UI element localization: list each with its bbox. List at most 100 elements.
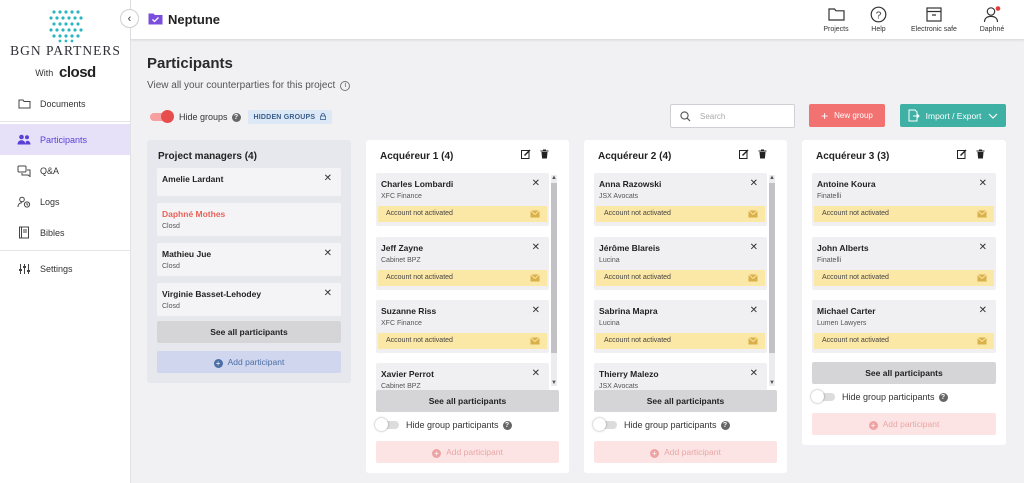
safe-icon — [906, 4, 962, 24]
status-text: Account not activated — [604, 337, 671, 344]
projects-button[interactable]: Projects — [821, 4, 851, 33]
envelope-icon[interactable] — [977, 274, 987, 282]
remove-member-icon[interactable]: ✕ — [978, 242, 987, 253]
scrollbar[interactable]: ▲ ▼ — [551, 175, 557, 386]
hide-groups-toggle[interactable] — [150, 110, 174, 123]
question-icon[interactable]: ? — [938, 392, 948, 402]
trash-icon[interactable] — [976, 149, 985, 162]
electronic-safe-button[interactable]: Electronic safe — [906, 4, 962, 33]
envelope-icon[interactable] — [530, 210, 540, 218]
see-all-participants-button[interactable]: See all participants — [812, 362, 996, 384]
add-participant-label: Add participant — [227, 357, 285, 367]
trash-icon[interactable] — [758, 149, 767, 162]
add-participant-button[interactable]: + Add participant — [594, 441, 777, 463]
sidebar-item-settings[interactable]: Settings — [0, 253, 130, 284]
hide-groups-control: Hide groups ? HIDDEN GROUPS — [150, 110, 333, 124]
chevron-left-icon: ‹ — [127, 12, 132, 25]
remove-member-icon[interactable]: ✕ — [531, 242, 540, 253]
group-project-managers: Project managers (4) Amelie Lardant ✕ Da… — [147, 140, 351, 383]
member-card: Suzanne Riss XFC Finance ✕ Account not a… — [376, 300, 549, 353]
remove-member-icon[interactable]: ✕ — [531, 305, 540, 316]
envelope-icon[interactable] — [748, 337, 758, 345]
search-input[interactable]: Search — [670, 104, 795, 128]
add-participant-button[interactable]: + Add participant — [812, 413, 996, 435]
remove-member-icon[interactable]: ✕ — [323, 173, 332, 184]
see-all-participants-button[interactable]: See all participants — [594, 390, 777, 412]
member-name: Xavier Perrot — [381, 369, 434, 379]
hidden-groups-label: HIDDEN GROUPS — [253, 114, 316, 121]
remove-member-icon[interactable]: ✕ — [978, 178, 987, 189]
scroll-up-icon[interactable]: ▲ — [551, 175, 557, 181]
sidebar-item-documents[interactable]: Documents — [0, 88, 130, 119]
import-export-button[interactable]: Import / Export — [900, 104, 1006, 127]
user-menu-button[interactable]: Daphné — [974, 4, 1010, 33]
hide-group-participants-toggle[interactable] — [375, 418, 399, 431]
status-text: Account not activated — [822, 210, 889, 217]
add-participant-button[interactable]: + Add participant — [376, 441, 559, 463]
member-name: Charles Lombardi — [381, 179, 454, 189]
new-group-button[interactable]: + New group — [809, 104, 885, 127]
question-icon[interactable]: ? — [720, 420, 730, 430]
collapse-sidebar-button[interactable]: ‹ — [120, 9, 139, 28]
status-text: Account not activated — [604, 274, 671, 281]
remove-member-icon[interactable]: ✕ — [531, 368, 540, 379]
member-card: John Alberts Finatelli ✕ Account not act… — [812, 237, 996, 290]
envelope-icon[interactable] — [748, 210, 758, 218]
hide-group-participants-toggle[interactable] — [811, 390, 835, 403]
page-subtitle: View all your counterparties for this pr… — [147, 80, 351, 91]
book-icon — [17, 226, 31, 240]
project-name: Neptune — [168, 12, 220, 27]
info-icon[interactable]: i — [340, 80, 351, 91]
envelope-icon[interactable] — [530, 274, 540, 282]
envelope-icon[interactable] — [977, 210, 987, 218]
sidebar-item-bibles[interactable]: Bibles — [0, 217, 130, 248]
scrollbar-thumb[interactable] — [551, 183, 557, 353]
help-button[interactable]: ? Help — [866, 4, 891, 33]
status-banner: Account not activated — [378, 270, 547, 286]
add-participant-button[interactable]: + Add participant — [157, 351, 341, 373]
add-participant-label: Add participant — [882, 419, 940, 429]
search-icon — [680, 110, 691, 122]
question-icon[interactable]: ? — [502, 420, 512, 430]
sidebar-nav: Documents Participants Q&A Logs Bibles S… — [0, 88, 130, 284]
remove-member-icon[interactable]: ✕ — [531, 178, 540, 189]
edit-icon[interactable] — [739, 149, 749, 162]
member-company: JSX Avocats — [599, 193, 639, 200]
edit-icon[interactable] — [521, 149, 531, 162]
question-icon[interactable]: ? — [231, 112, 241, 122]
remove-member-icon[interactable]: ✕ — [749, 178, 758, 189]
member-card: Jérôme Blareis Lucina ✕ Account not acti… — [594, 237, 767, 290]
scrollbar[interactable]: ▲ ▼ — [769, 175, 775, 386]
remove-member-icon[interactable]: ✕ — [749, 305, 758, 316]
remove-member-icon[interactable]: ✕ — [323, 288, 332, 299]
remove-member-icon[interactable]: ✕ — [749, 242, 758, 253]
member-name: Sabrina Mapra — [599, 306, 658, 316]
see-all-participants-button[interactable]: See all participants — [376, 390, 559, 412]
envelope-icon[interactable] — [530, 337, 540, 345]
scroll-down-icon[interactable]: ▼ — [551, 380, 557, 386]
member-name: Virginie Basset-Lehodey — [162, 289, 262, 299]
scrollbar-thumb[interactable] — [769, 183, 775, 353]
member-company: Finatelli — [817, 257, 842, 264]
scroll-up-icon[interactable]: ▲ — [769, 175, 775, 181]
hide-group-participants-toggle[interactable] — [593, 418, 617, 431]
remove-member-icon[interactable]: ✕ — [749, 368, 758, 379]
group-actions — [739, 149, 767, 162]
see-all-participants-button[interactable]: See all participants — [157, 321, 341, 343]
scroll-down-icon[interactable]: ▼ — [769, 380, 775, 386]
sidebar-item-qa[interactable]: Q&A — [0, 155, 130, 186]
member-card: Amelie Lardant ✕ — [157, 168, 341, 196]
sidebar-item-label: Bibles — [40, 227, 65, 238]
trash-icon[interactable] — [540, 149, 549, 162]
remove-member-icon[interactable]: ✕ — [978, 305, 987, 316]
edit-icon[interactable] — [957, 149, 967, 162]
envelope-icon[interactable] — [977, 337, 987, 345]
hidden-groups-badge[interactable]: HIDDEN GROUPS — [247, 110, 333, 124]
member-card: Virginie Basset-Lehodey Closd ✕ — [157, 283, 341, 316]
member-company: Lumen Lawyers — [817, 320, 867, 327]
sidebar-item-logs[interactable]: Logs — [0, 186, 130, 217]
remove-member-icon[interactable]: ✕ — [323, 248, 332, 259]
envelope-icon[interactable] — [748, 274, 758, 282]
member-company: Lucina — [599, 320, 620, 327]
sidebar-item-participants[interactable]: Participants — [0, 124, 130, 155]
